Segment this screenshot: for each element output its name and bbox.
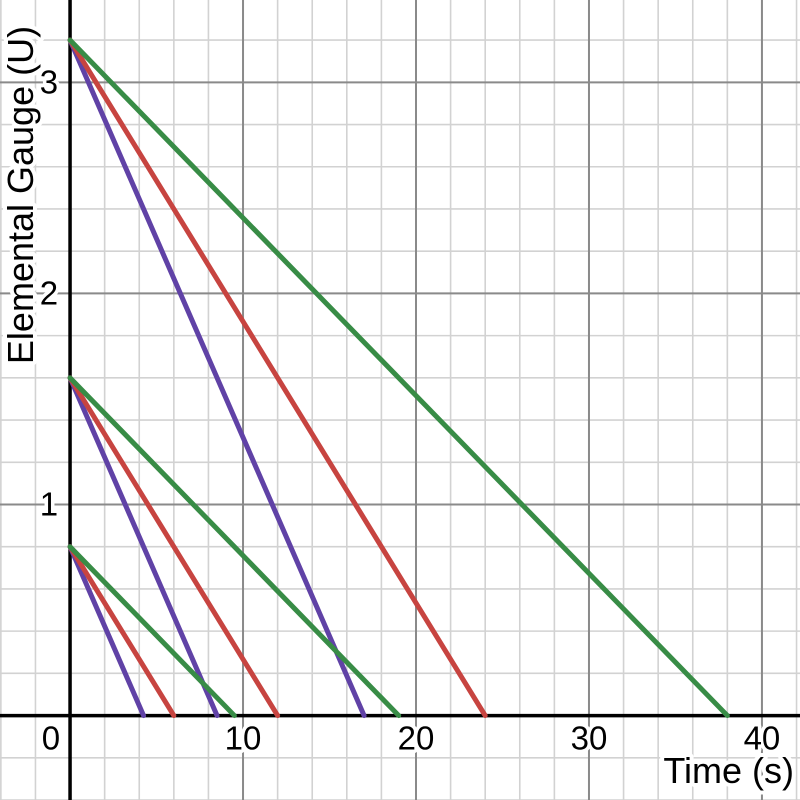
y-tick-label: 2: [40, 274, 58, 311]
series-line-red-0.8U[interactable]: [67, 544, 177, 719]
x-tick-label: 40: [744, 720, 781, 757]
tick-labels: 0 10 20 30 40 1 2 3: [36, 60, 784, 760]
series-line-purple-3.2U[interactable]: [67, 37, 367, 719]
series-line-green-1.6U[interactable]: [67, 375, 402, 719]
series-line-purple-1.6U[interactable]: [67, 375, 220, 719]
x-tick-label: 30: [571, 720, 608, 757]
y-axis-title: Elemental Gauge (U): [0, 26, 41, 364]
series-line-purple-0.8U[interactable]: [67, 544, 147, 719]
series-line-red-1.6U[interactable]: [67, 375, 281, 719]
y-tick-label: 3: [40, 63, 58, 100]
series-line-green-3.2U[interactable]: [67, 37, 730, 719]
x-axis-title: Time (s): [663, 750, 794, 791]
x-tick-label: 10: [225, 720, 262, 757]
series-line-green-0.8U[interactable]: [67, 544, 237, 719]
series-line-red-3.2U[interactable]: [67, 37, 488, 719]
series-lines: [67, 37, 730, 719]
y-tick-label: 1: [40, 485, 58, 522]
x-tick-label: 0: [42, 720, 60, 757]
x-tick-label: 20: [398, 720, 435, 757]
